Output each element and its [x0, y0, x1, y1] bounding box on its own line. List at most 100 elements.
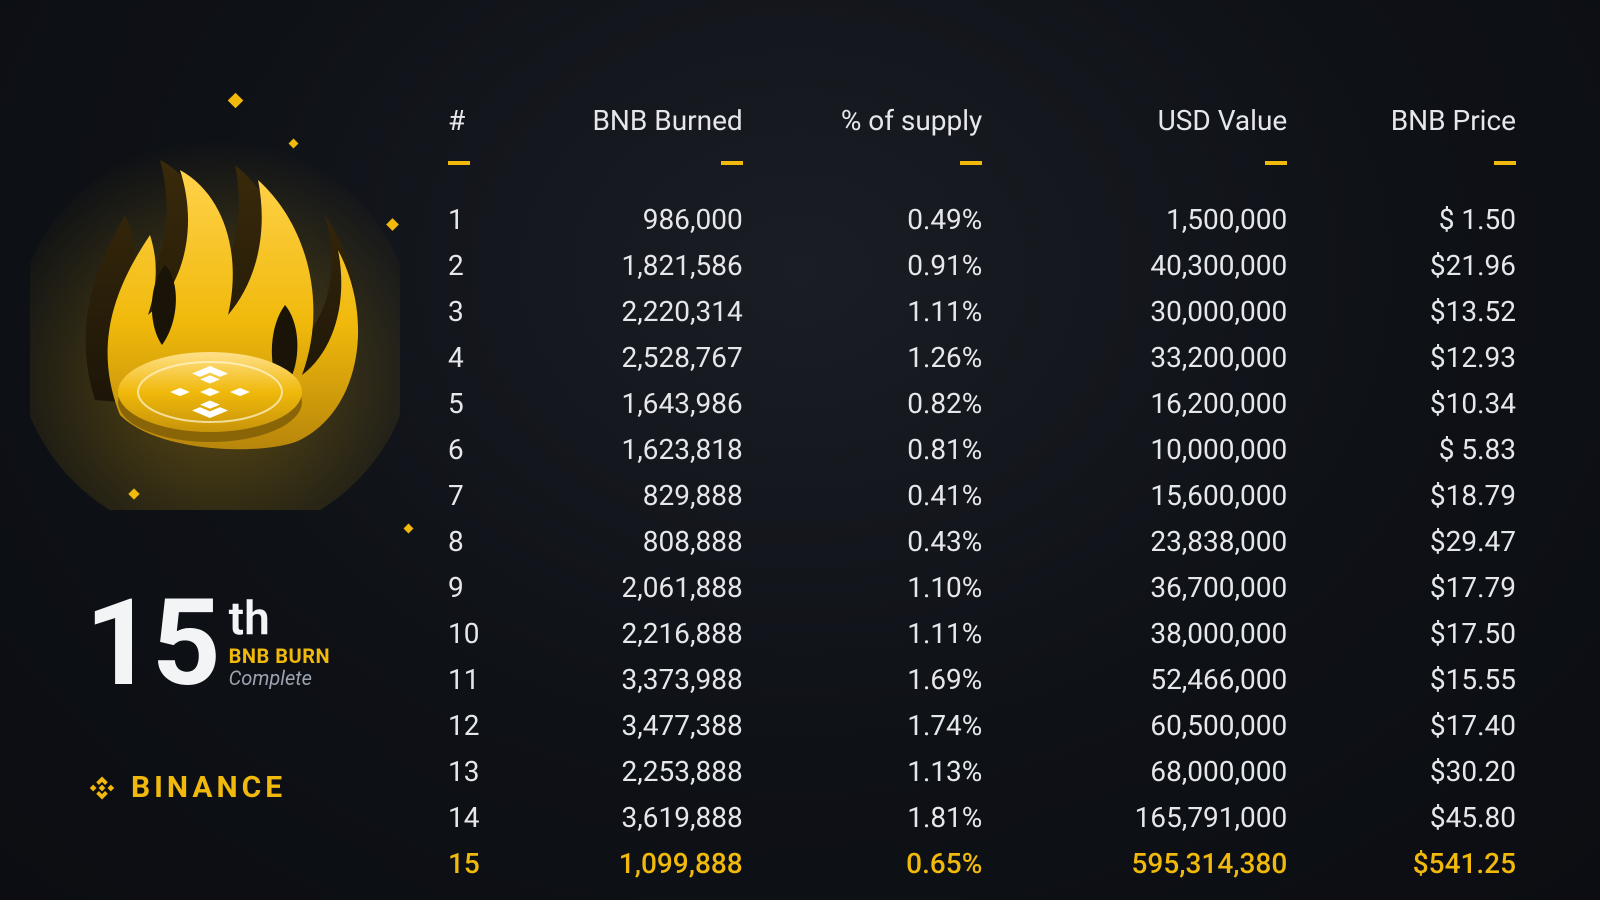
table-row: 102,216,8881.11%38,000,000$17.50: [440, 611, 1540, 657]
cell-supply: 0.81%: [767, 427, 1007, 473]
flame-graphic: [30, 70, 400, 500]
cell-burned: 3,373,988: [516, 657, 766, 703]
cell-num: 15: [440, 841, 516, 887]
table-row: 42,528,7671.26%33,200,000$12.93: [440, 335, 1540, 381]
cell-num: 6: [440, 427, 516, 473]
cell-burned: 2,216,888: [516, 611, 766, 657]
cell-num: 12: [440, 703, 516, 749]
cell-price: $17.79: [1311, 565, 1540, 611]
cell-usd: 68,000,000: [1006, 749, 1311, 795]
table-row: 21,821,5860.91%40,300,000$21.96: [440, 243, 1540, 289]
cell-usd: 36,700,000: [1006, 565, 1311, 611]
cell-num: 11: [440, 657, 516, 703]
table-row: 51,643,9860.82%16,200,000$10.34: [440, 381, 1540, 427]
cell-num: 5: [440, 381, 516, 427]
cell-usd: 595,314,380: [1006, 841, 1311, 887]
cell-supply: 1.81%: [767, 795, 1007, 841]
cell-price: $541.25: [1311, 841, 1540, 887]
cell-supply: 0.43%: [767, 519, 1007, 565]
cell-usd: 33,200,000: [1006, 335, 1311, 381]
binance-logo-icon: [85, 771, 119, 805]
cell-num: 4: [440, 335, 516, 381]
table-row: 61,623,8180.81%10,000,000$ 5.83: [440, 427, 1540, 473]
cell-supply: 1.26%: [767, 335, 1007, 381]
cell-price: $21.96: [1311, 243, 1540, 289]
cell-supply: 0.82%: [767, 381, 1007, 427]
cell-burned: 808,888: [516, 519, 766, 565]
burn-label: BNB BURN: [229, 644, 330, 668]
cell-burned: 1,623,818: [516, 427, 766, 473]
col-header-usd: USD Value: [1006, 104, 1311, 147]
cell-supply: 1.69%: [767, 657, 1007, 703]
cell-price: $45.80: [1311, 795, 1540, 841]
cell-usd: 23,838,000: [1006, 519, 1311, 565]
cell-burned: 2,253,888: [516, 749, 766, 795]
cell-num: 14: [440, 795, 516, 841]
brand-name: BINANCE: [131, 770, 286, 805]
cell-supply: 1.10%: [767, 565, 1007, 611]
cell-supply: 0.91%: [767, 243, 1007, 289]
burn-table-wrap: #BNB Burned% of supplyUSD ValueBNB Price…: [440, 104, 1540, 887]
cell-price: $ 5.83: [1311, 427, 1540, 473]
table-header-row: #BNB Burned% of supplyUSD ValueBNB Price: [440, 104, 1540, 147]
left-column: 15 th BNB BURN Complete BINANCE: [30, 70, 420, 850]
cell-price: $12.93: [1311, 335, 1540, 381]
cell-burned: 1,821,586: [516, 243, 766, 289]
cell-usd: 30,000,000: [1006, 289, 1311, 335]
cell-burned: 1,099,888: [516, 841, 766, 887]
cell-usd: 15,600,000: [1006, 473, 1311, 519]
cell-burned: 3,619,888: [516, 795, 766, 841]
cell-usd: 38,000,000: [1006, 611, 1311, 657]
cell-price: $30.20: [1311, 749, 1540, 795]
cell-usd: 10,000,000: [1006, 427, 1311, 473]
cell-supply: 1.11%: [767, 289, 1007, 335]
cell-num: 2: [440, 243, 516, 289]
table-row: 1986,0000.49%1,500,000$ 1.50: [440, 147, 1540, 243]
table-row: 123,477,3881.74%60,500,000$17.40: [440, 703, 1540, 749]
col-header-burned: BNB Burned: [516, 104, 766, 147]
cell-usd: 16,200,000: [1006, 381, 1311, 427]
header-underline-icon: [721, 161, 743, 165]
cell-burned: 829,888: [516, 473, 766, 519]
cell-supply: 1.11%: [767, 611, 1007, 657]
title-block: 15 th BNB BURN Complete: [85, 590, 330, 698]
table-body: 1986,0000.49%1,500,000$ 1.5021,821,5860.…: [440, 147, 1540, 887]
cell-price: $17.40: [1311, 703, 1540, 749]
cell-price: $15.55: [1311, 657, 1540, 703]
cell-supply: 1.13%: [767, 749, 1007, 795]
header-underline-icon: [448, 161, 470, 165]
burn-status: Complete: [229, 666, 330, 690]
col-header-price: BNB Price: [1311, 104, 1540, 147]
table-row: 151,099,8880.65%595,314,380$541.25: [440, 841, 1540, 887]
cell-num: 3: [440, 289, 516, 335]
table-row: 92,061,8881.10%36,700,000$17.79: [440, 565, 1540, 611]
table-row: 113,373,9881.69%52,466,000$15.55: [440, 657, 1540, 703]
cell-supply: 0.41%: [767, 473, 1007, 519]
table-row: 32,220,3141.11%30,000,000$13.52: [440, 289, 1540, 335]
cell-num: 8: [440, 519, 516, 565]
cell-burned: 2,528,767: [516, 335, 766, 381]
cell-supply: 0.65%: [767, 841, 1007, 887]
flame-icon: [30, 70, 400, 510]
cell-num: 9: [440, 565, 516, 611]
table-row: 132,253,8881.13%68,000,000$30.20: [440, 749, 1540, 795]
brand-row: BINANCE: [85, 770, 286, 805]
cell-usd: 52,466,000: [1006, 657, 1311, 703]
ordinal-suffix: th: [229, 596, 330, 642]
header-underline-icon: [960, 161, 982, 165]
table-row: 143,619,8881.81%165,791,000$45.80: [440, 795, 1540, 841]
burn-table: #BNB Burned% of supplyUSD ValueBNB Price…: [440, 104, 1540, 887]
burn-number: 15: [85, 590, 219, 698]
cell-price: $10.34: [1311, 381, 1540, 427]
cell-burned: 2,220,314: [516, 289, 766, 335]
cell-supply: 1.74%: [767, 703, 1007, 749]
cell-price: $13.52: [1311, 289, 1540, 335]
cell-burned: 1,643,986: [516, 381, 766, 427]
table-row: 8808,8880.43%23,838,000$29.47: [440, 519, 1540, 565]
cell-price: $18.79: [1311, 473, 1540, 519]
cell-usd: 60,500,000: [1006, 703, 1311, 749]
sparkle-icon: [404, 524, 414, 534]
table-row: 7829,8880.41%15,600,000$18.79: [440, 473, 1540, 519]
col-header-supply: % of supply: [767, 104, 1007, 147]
cell-usd: 40,300,000: [1006, 243, 1311, 289]
